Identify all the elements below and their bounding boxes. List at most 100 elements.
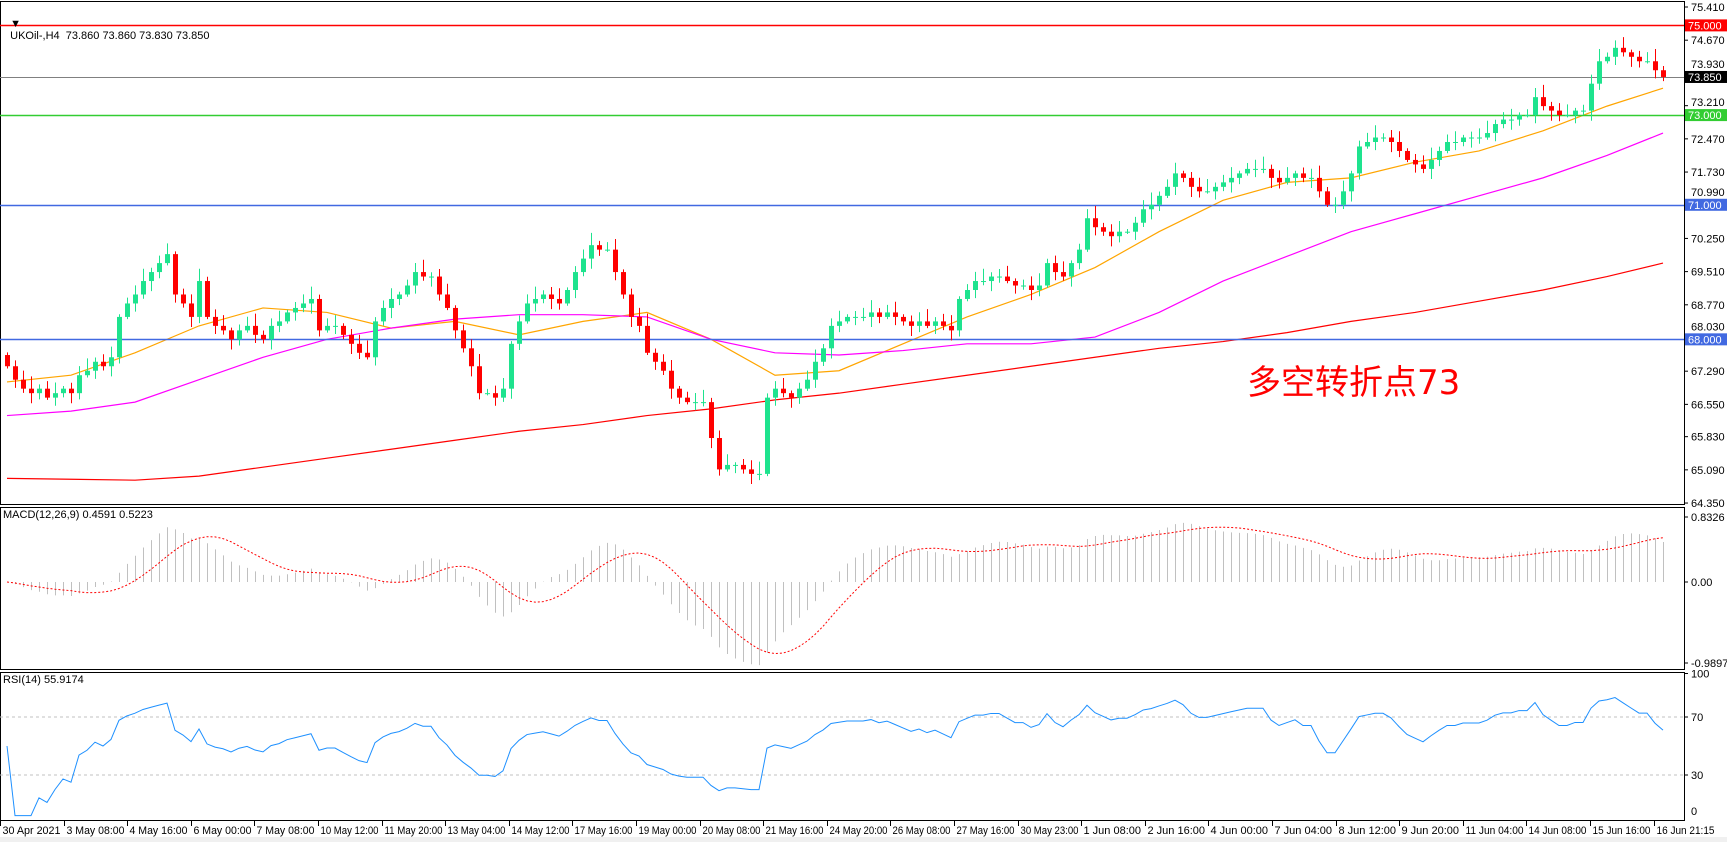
candle xyxy=(605,242,610,252)
candle-body xyxy=(957,298,962,331)
candle-body xyxy=(565,290,570,304)
candle xyxy=(693,393,698,411)
candle xyxy=(1349,170,1354,202)
candle-body xyxy=(341,325,346,335)
candle-body xyxy=(1589,83,1594,111)
candle xyxy=(205,276,210,320)
candle xyxy=(341,323,346,340)
candle-body xyxy=(813,361,818,380)
candle xyxy=(781,377,786,398)
rsi-tick-label: 30 xyxy=(1691,770,1703,782)
candle-body xyxy=(445,294,450,308)
candle xyxy=(1269,164,1274,189)
time-tick-label: 19 May 00:00 xyxy=(639,825,697,837)
rsi-zero-label: 0 xyxy=(1691,806,1697,818)
candle-body xyxy=(933,321,938,326)
price-tick-label: 65.830 xyxy=(1691,432,1725,444)
candle-body xyxy=(773,388,778,398)
candle-body xyxy=(469,348,474,367)
candle xyxy=(1173,162,1178,196)
candle xyxy=(861,307,866,322)
candle-body xyxy=(1509,119,1514,121)
price-tick-label: 70.990 xyxy=(1691,187,1725,199)
candle xyxy=(1365,132,1370,149)
candle xyxy=(637,307,642,333)
candle xyxy=(117,314,122,364)
candle xyxy=(421,259,426,281)
candle xyxy=(77,366,82,400)
rsi-label: RSI(14) 55.9174 xyxy=(3,674,84,686)
macd-label: MACD(12,26,9) 0.4591 0.5223 xyxy=(3,509,153,521)
candle-body xyxy=(1365,141,1370,147)
candle xyxy=(1205,179,1210,194)
candle xyxy=(45,381,50,400)
candle-body xyxy=(653,352,658,362)
moving-average-line-ma_slow xyxy=(6,262,1664,481)
candle xyxy=(773,381,778,406)
candle-body xyxy=(269,325,274,340)
dropdown-triangle-icon[interactable]: ▼ xyxy=(10,18,22,30)
price-tick-label: 71.730 xyxy=(1691,167,1725,179)
candle xyxy=(325,318,330,333)
candle-body xyxy=(1461,137,1466,142)
candle-body xyxy=(885,312,890,317)
candle-body xyxy=(405,285,410,295)
candle xyxy=(597,240,602,256)
candle xyxy=(1637,50,1642,68)
candle-body xyxy=(949,325,954,331)
candle xyxy=(413,262,418,294)
time-tick-label: 14 May 12:00 xyxy=(512,825,570,837)
candle-body xyxy=(37,388,42,394)
time-tick-label: 15 Jun 16:00 xyxy=(1593,825,1651,837)
candle xyxy=(53,382,58,406)
candle-body xyxy=(5,355,10,367)
candle-body xyxy=(917,321,922,326)
candle-body xyxy=(1149,204,1154,210)
candle xyxy=(109,346,114,377)
candle-body xyxy=(1357,146,1362,174)
candle xyxy=(221,315,226,335)
candle-body xyxy=(1445,141,1450,151)
candle-body xyxy=(725,464,730,470)
candle-body xyxy=(997,276,1002,278)
candle-body xyxy=(509,343,514,389)
candle-body xyxy=(45,388,50,398)
time-tick-label: 9 Jun 20:00 xyxy=(1402,825,1460,837)
candle-body xyxy=(1661,70,1666,77)
candle-body xyxy=(549,294,554,299)
rsi-panel-frame xyxy=(0,672,1685,821)
candle-body xyxy=(461,330,466,349)
candle xyxy=(877,308,882,324)
candle-body xyxy=(53,393,58,398)
candle xyxy=(869,300,874,328)
candle xyxy=(821,344,826,366)
candle xyxy=(885,304,890,320)
candle-body xyxy=(1061,272,1066,277)
candle-body xyxy=(781,388,786,394)
candle xyxy=(941,313,946,331)
candle xyxy=(1629,49,1634,67)
price-tick-label: 66.550 xyxy=(1691,399,1725,411)
candle-body xyxy=(1229,177,1234,183)
candle xyxy=(1453,131,1458,151)
candle-body xyxy=(421,272,426,277)
time-tick-label: 26 May 08:00 xyxy=(893,825,951,837)
candle-body xyxy=(637,316,642,326)
candle-body xyxy=(437,276,442,295)
price-tick-label: 74.670 xyxy=(1691,35,1725,47)
candle xyxy=(453,305,458,339)
candle xyxy=(1277,170,1282,189)
candle-body xyxy=(693,402,698,404)
candle xyxy=(85,358,90,378)
candle-body xyxy=(733,464,738,466)
candle-body xyxy=(69,388,74,394)
macd-panel-frame xyxy=(0,507,1685,670)
candle xyxy=(1461,134,1466,147)
candle xyxy=(741,459,746,474)
candle xyxy=(1189,171,1194,197)
candle-body xyxy=(205,281,210,317)
candle-body xyxy=(717,438,722,470)
candle xyxy=(1093,205,1098,236)
candle-body xyxy=(1077,249,1082,264)
candle xyxy=(973,271,978,299)
